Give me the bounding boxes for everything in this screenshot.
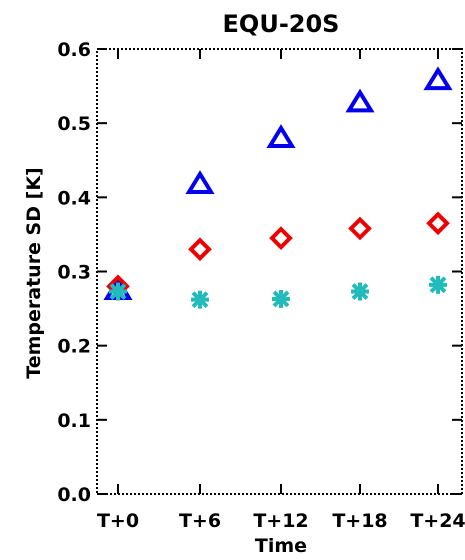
asterisk-point: [191, 290, 209, 309]
triangle-point: [185, 170, 215, 194]
y-tick-label: 0.4: [57, 187, 91, 209]
y-tick-label: 0.0: [57, 484, 91, 506]
x-axis-label: Time: [255, 535, 307, 557]
x-tick-label: T+12: [253, 510, 308, 532]
diamond-point: [426, 211, 450, 236]
y-tick-labels: 0.0 0.1 0.2 0.3 0.4 0.5 0.6: [57, 39, 91, 506]
y-axis-label: Temperature SD [K]: [23, 167, 45, 378]
asterisk-point: [351, 282, 369, 301]
chart-title: EQU-20S: [223, 10, 340, 38]
diamond-point: [269, 226, 293, 250]
triangle-point: [345, 88, 375, 113]
y-tick-label: 0.1: [57, 410, 91, 432]
x-tick-label: T+0: [97, 510, 139, 532]
y-tick-label: 0.3: [57, 262, 91, 284]
x-tick-label: T+24: [410, 510, 465, 532]
y-tick-label: 0.2: [57, 336, 91, 358]
asterisk-point: [109, 282, 127, 301]
diamond-point: [348, 216, 372, 241]
x-tick-label: T+18: [332, 510, 387, 532]
plot-frame: [96, 48, 463, 495]
y-tick-label: 0.5: [57, 113, 91, 135]
triangle-point: [266, 124, 296, 148]
asterisk-point: [272, 289, 290, 308]
axis-ticks: [97, 48, 462, 495]
diamond-point: [188, 237, 212, 262]
x-tick-label: T+6: [179, 510, 221, 532]
data-marks: [103, 66, 453, 309]
x-tick-labels: T+0 T+6 T+12 T+18 T+24: [97, 510, 465, 532]
y-tick-label: 0.6: [57, 39, 91, 61]
triangle-point: [423, 66, 453, 91]
asterisk-point: [429, 275, 447, 294]
